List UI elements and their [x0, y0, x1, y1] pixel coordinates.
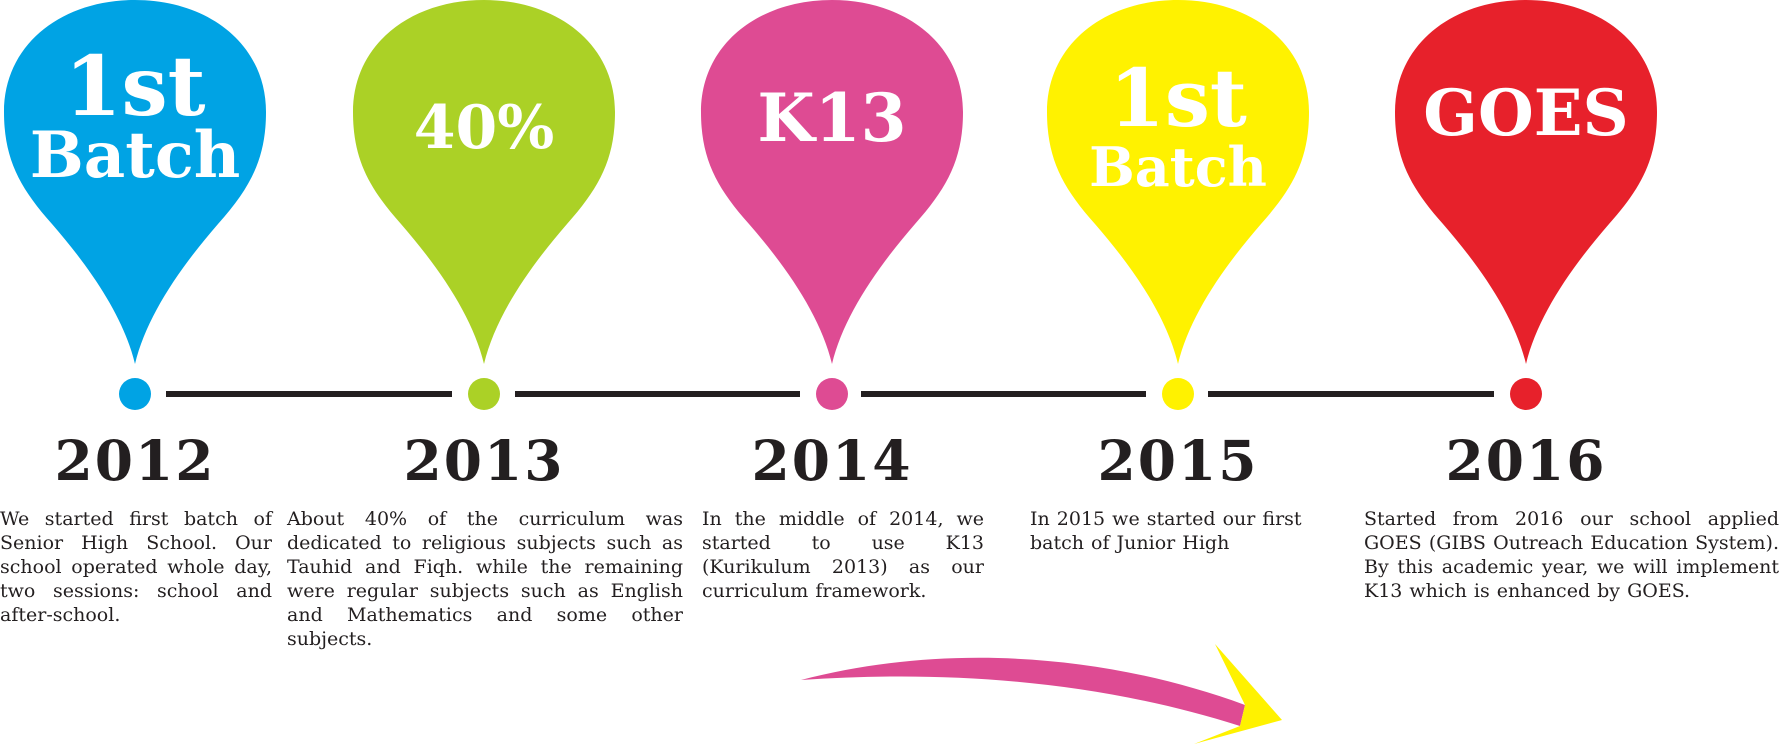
timeline-dot-2012: [119, 378, 151, 410]
map-pin-icon: [4, 0, 266, 364]
year-label: 2016: [1445, 428, 1607, 493]
map-pin-icon: [1395, 0, 1657, 364]
year-label: 2013: [403, 428, 565, 493]
arrow-head: [1194, 644, 1282, 744]
pin-label-line-1: 1st: [1109, 51, 1247, 145]
timeline-connector: [1208, 391, 1494, 397]
pin-label-line-1: K13: [757, 79, 907, 157]
pin-label-line-1: GOES: [1423, 76, 1629, 151]
timeline-dot-2014: [816, 378, 848, 410]
pin-marker-2013: 40%: [353, 0, 615, 366]
milestone-description: Started from 2016 our school applied GOE…: [1364, 508, 1779, 602]
pin-label-line-2: Batch: [1089, 135, 1267, 199]
milestone-description: In 2015 we started our first batch of Ju…: [1030, 508, 1302, 554]
timeline-dot-2013: [468, 378, 500, 410]
timeline-dot-2015: [1162, 378, 1194, 410]
curved-arrow-icon: [801, 644, 1282, 744]
timeline-dot-2016: [1510, 378, 1542, 410]
map-pin-icon: [353, 0, 615, 364]
pin-marker-2012: 1st Batch: [4, 0, 266, 366]
milestone-description: In the middle of 2014, we started to use…: [702, 508, 984, 602]
pin-label-line-1: 40%: [413, 93, 555, 163]
pin-marker-2015: 1st Batch: [1047, 0, 1309, 366]
map-pin-icon: [701, 0, 963, 364]
map-pin-icon: [1047, 0, 1309, 364]
arrow-body: [801, 657, 1245, 726]
milestone-description: We started first batch of Senior High Sc…: [0, 508, 272, 626]
timeline-connector: [515, 391, 800, 397]
timeline-connector: [166, 391, 452, 397]
year-label: 2014: [751, 428, 913, 493]
year-label: 2012: [54, 428, 216, 493]
pin-marker-2016: GOES: [1395, 0, 1657, 366]
year-label: 2015: [1097, 428, 1259, 493]
pin-label-line-2: Batch: [29, 118, 241, 193]
timeline-connector: [861, 391, 1146, 397]
milestone-description: About 40% of the curriculum was dedicate…: [287, 508, 683, 650]
pin-label-line-1: 1st: [64, 39, 206, 135]
pin-marker-2014: K13: [701, 0, 963, 366]
